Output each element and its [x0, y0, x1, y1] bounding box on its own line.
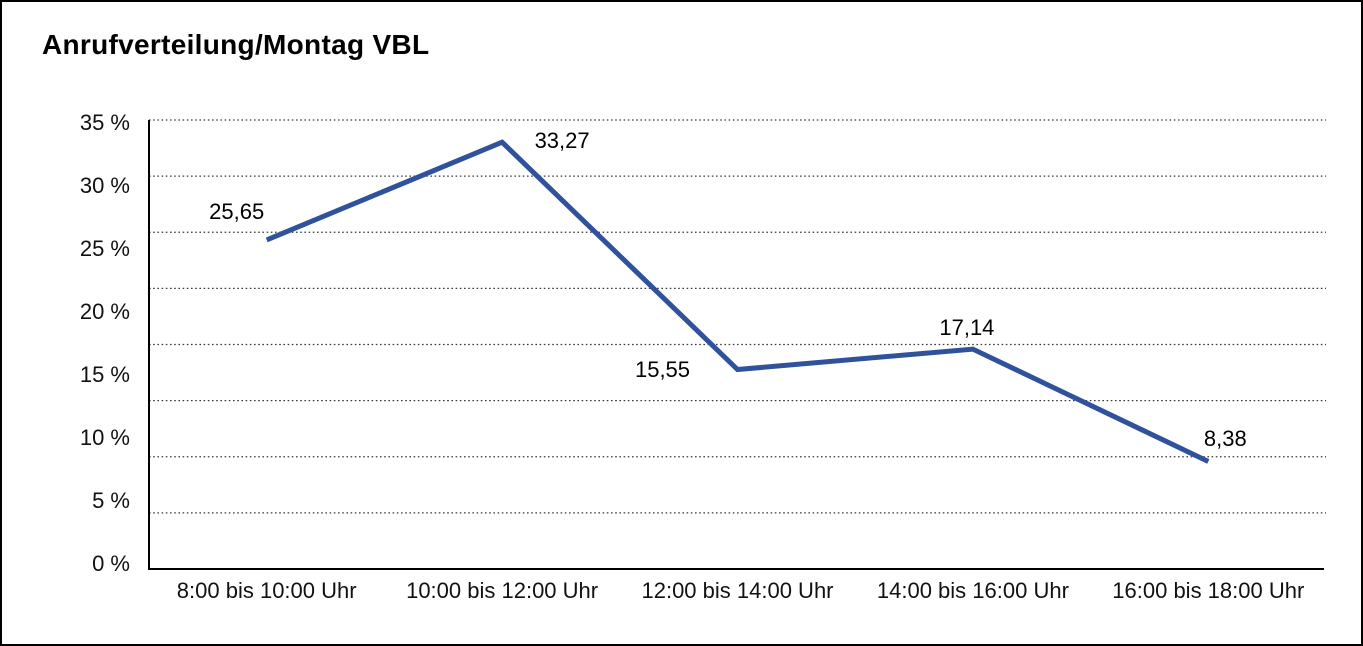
x-axis-label: 8:00 bis 10:00 Uhr — [176, 578, 357, 603]
data-point-label: 15,55 — [634, 356, 691, 382]
y-axis-tick-label: 15 % — [79, 361, 130, 387]
y-axis-tick-label: 35 % — [79, 109, 130, 135]
y-axis-tick-label: 30 % — [79, 172, 130, 198]
y-axis-tick-label: 10 % — [79, 424, 130, 450]
y-axis-tick-label: 20 % — [79, 298, 130, 324]
x-axis-label: 14:00 bis 16:00 Uhr — [876, 578, 1069, 603]
y-axis-tick-label: 25 % — [79, 235, 130, 261]
data-point-label: 33,27 — [534, 128, 590, 154]
x-axis-label: 10:00 bis 12:00 Uhr — [406, 578, 599, 603]
chart-title: Anrufverteilung/Montag VBL — [42, 29, 430, 60]
data-point-label: 25,65 — [209, 198, 265, 224]
x-axis-label: 16:00 bis 18:00 Uhr — [1112, 578, 1305, 603]
data-point-label: 8,38 — [1203, 426, 1247, 452]
y-axis-tick-label: 5 % — [92, 487, 130, 513]
y-axis-tick-label: 0 % — [92, 550, 130, 576]
series-line — [265, 139, 1210, 464]
x-axis-label: 12:00 bis 14:00 Uhr — [641, 578, 834, 603]
data-point-label: 17,14 — [939, 315, 995, 341]
